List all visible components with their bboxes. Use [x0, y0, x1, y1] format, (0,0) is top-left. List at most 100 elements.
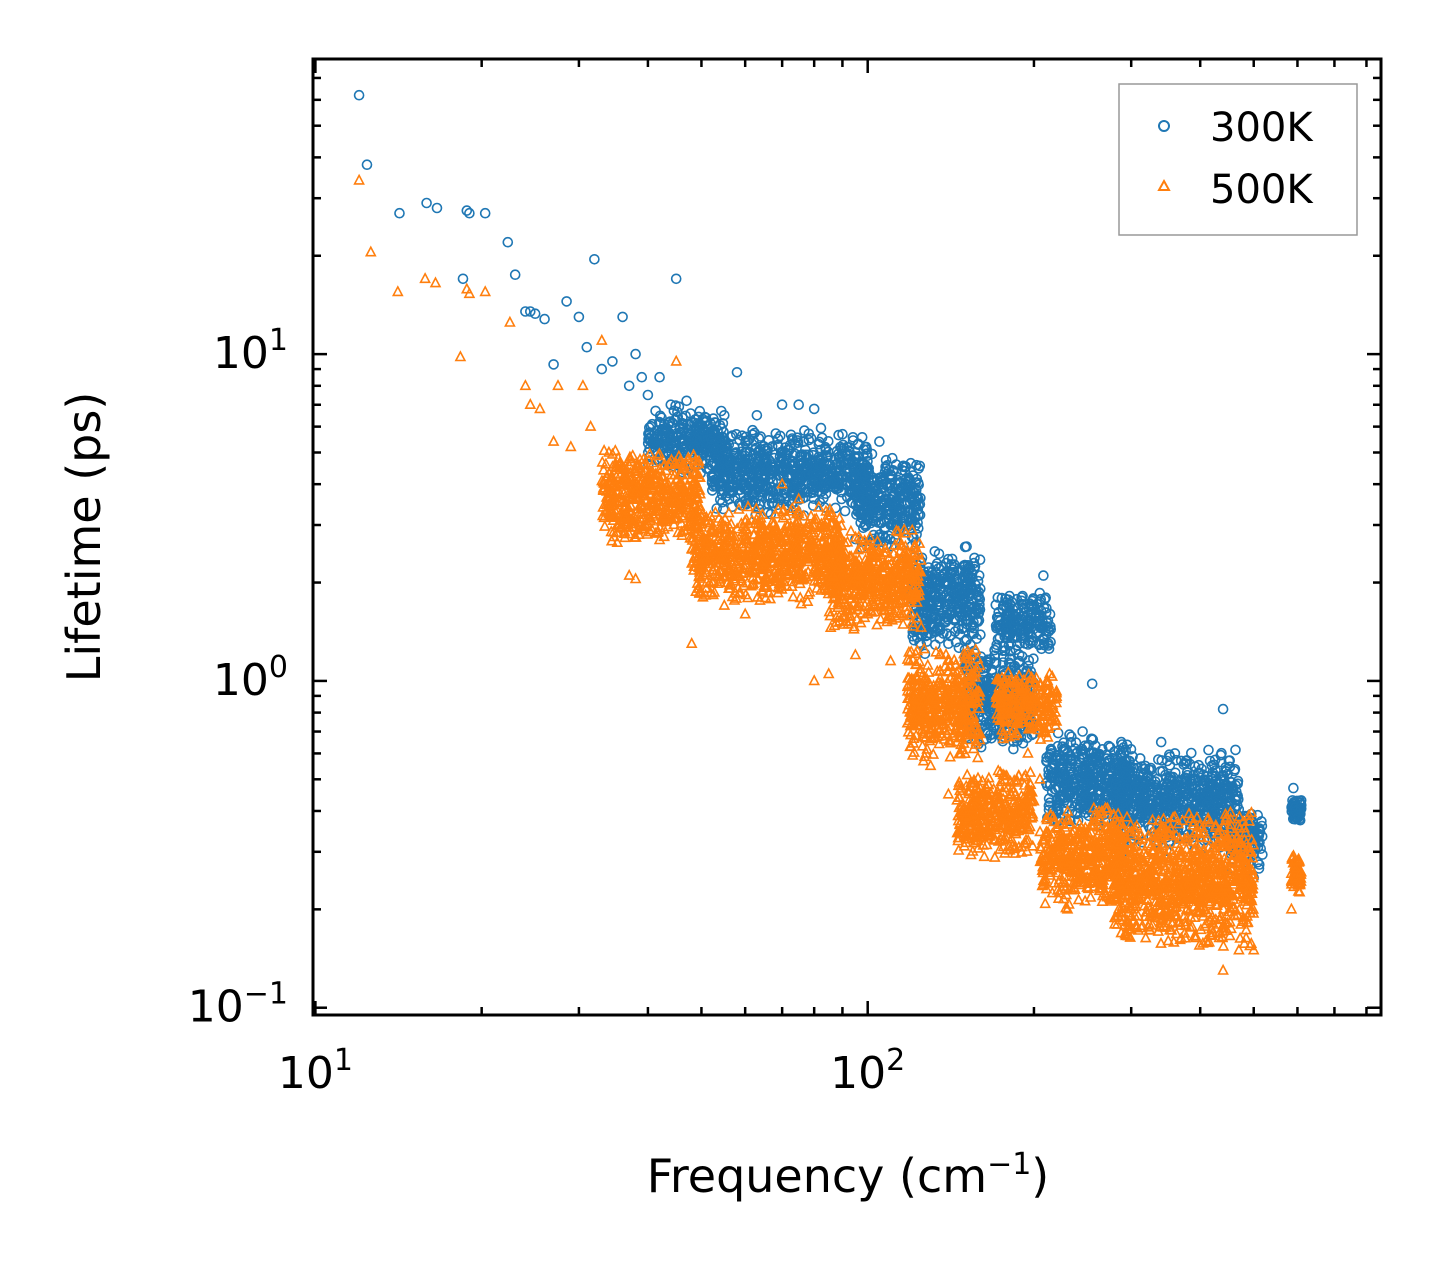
point-300k	[711, 503, 723, 514]
point-300k	[888, 514, 900, 525]
point-300k	[719, 439, 731, 451]
point-300k	[912, 504, 924, 516]
point-300k	[876, 471, 887, 483]
point-300k	[853, 479, 864, 490]
point-300k	[884, 533, 896, 545]
point-300k	[971, 605, 982, 616]
point-300k	[904, 496, 916, 508]
point-300k	[815, 422, 827, 434]
point-300k	[755, 443, 766, 455]
point-300k	[680, 410, 691, 422]
point-300k	[757, 486, 769, 498]
point-300k	[650, 405, 661, 417]
point-300k	[907, 630, 919, 642]
point-300k	[772, 433, 784, 445]
point-300k	[643, 433, 654, 445]
point-300k	[693, 411, 705, 423]
point-300k	[752, 477, 764, 488]
point-300k	[970, 584, 981, 595]
point-300k	[813, 438, 825, 450]
point-300k	[929, 587, 941, 599]
point-300k	[952, 623, 964, 634]
point-300k	[899, 465, 911, 477]
point-300k	[670, 400, 681, 411]
point-300k	[762, 442, 774, 454]
point-300k	[870, 516, 882, 527]
point-300k	[959, 541, 971, 553]
point-300k	[750, 486, 761, 498]
point-300k	[835, 486, 847, 498]
point-300k	[643, 422, 655, 433]
point-300k	[934, 610, 946, 621]
point-300k	[902, 489, 913, 501]
point-300k	[962, 600, 974, 612]
point-300k	[646, 418, 658, 430]
point-300k	[678, 437, 690, 449]
point-300k	[973, 570, 985, 581]
point-300k	[862, 515, 874, 526]
point-300k	[862, 455, 873, 467]
point-300k	[826, 466, 838, 477]
point-300k	[710, 450, 721, 462]
point-300k	[699, 445, 710, 456]
point-300k	[723, 460, 735, 472]
point-300k	[643, 428, 654, 440]
point-300k	[803, 434, 815, 446]
point-300k	[915, 492, 926, 504]
point-300k	[840, 479, 852, 490]
point-300k	[887, 464, 899, 476]
point-300k	[847, 435, 859, 446]
point-300k	[968, 622, 980, 634]
point-300k	[738, 483, 750, 494]
point-300k	[939, 617, 950, 629]
point-300k	[961, 633, 972, 645]
point-300k	[656, 412, 667, 424]
data-points	[353, 89, 1307, 975]
point-300k	[856, 431, 868, 443]
point-300k	[820, 443, 832, 455]
point-300k	[840, 457, 852, 469]
point-300k	[953, 642, 965, 654]
point-300k	[798, 435, 810, 447]
point-300k	[925, 606, 936, 617]
point-300k	[835, 456, 846, 467]
point-300k	[726, 480, 737, 492]
point-300k	[747, 424, 758, 436]
point-300k	[834, 441, 846, 453]
point-300k	[852, 451, 863, 462]
point-300k	[880, 454, 892, 466]
point-300k	[929, 546, 941, 557]
point-300k	[914, 460, 926, 472]
point-300k	[795, 483, 807, 494]
point-300k	[951, 584, 963, 595]
point-300k	[890, 459, 902, 470]
point-300k	[860, 520, 872, 532]
point-300k	[750, 452, 762, 464]
point-300k	[747, 429, 758, 440]
point-300k	[712, 476, 724, 488]
point-300k	[910, 483, 922, 495]
point-300k	[669, 443, 681, 455]
point-300k	[820, 451, 832, 463]
point-300k	[727, 485, 739, 496]
point-300k	[934, 625, 946, 636]
point-300k	[863, 466, 875, 478]
point-300k	[808, 476, 819, 488]
point-300k	[656, 426, 668, 438]
point-300k	[886, 498, 897, 510]
point-300k	[944, 630, 956, 642]
point-300k	[973, 614, 985, 626]
point-300k	[706, 427, 718, 439]
point-300k	[721, 462, 733, 474]
point-300k	[940, 557, 952, 569]
point-300k	[770, 428, 782, 439]
point-300k	[833, 429, 844, 441]
point-300k	[891, 483, 902, 495]
point-300k	[746, 469, 758, 481]
point-300k	[925, 628, 936, 640]
point-300k	[821, 458, 832, 470]
point-300k	[958, 584, 970, 596]
point-300k	[700, 412, 712, 424]
point-300k	[1028, 653, 1039, 665]
